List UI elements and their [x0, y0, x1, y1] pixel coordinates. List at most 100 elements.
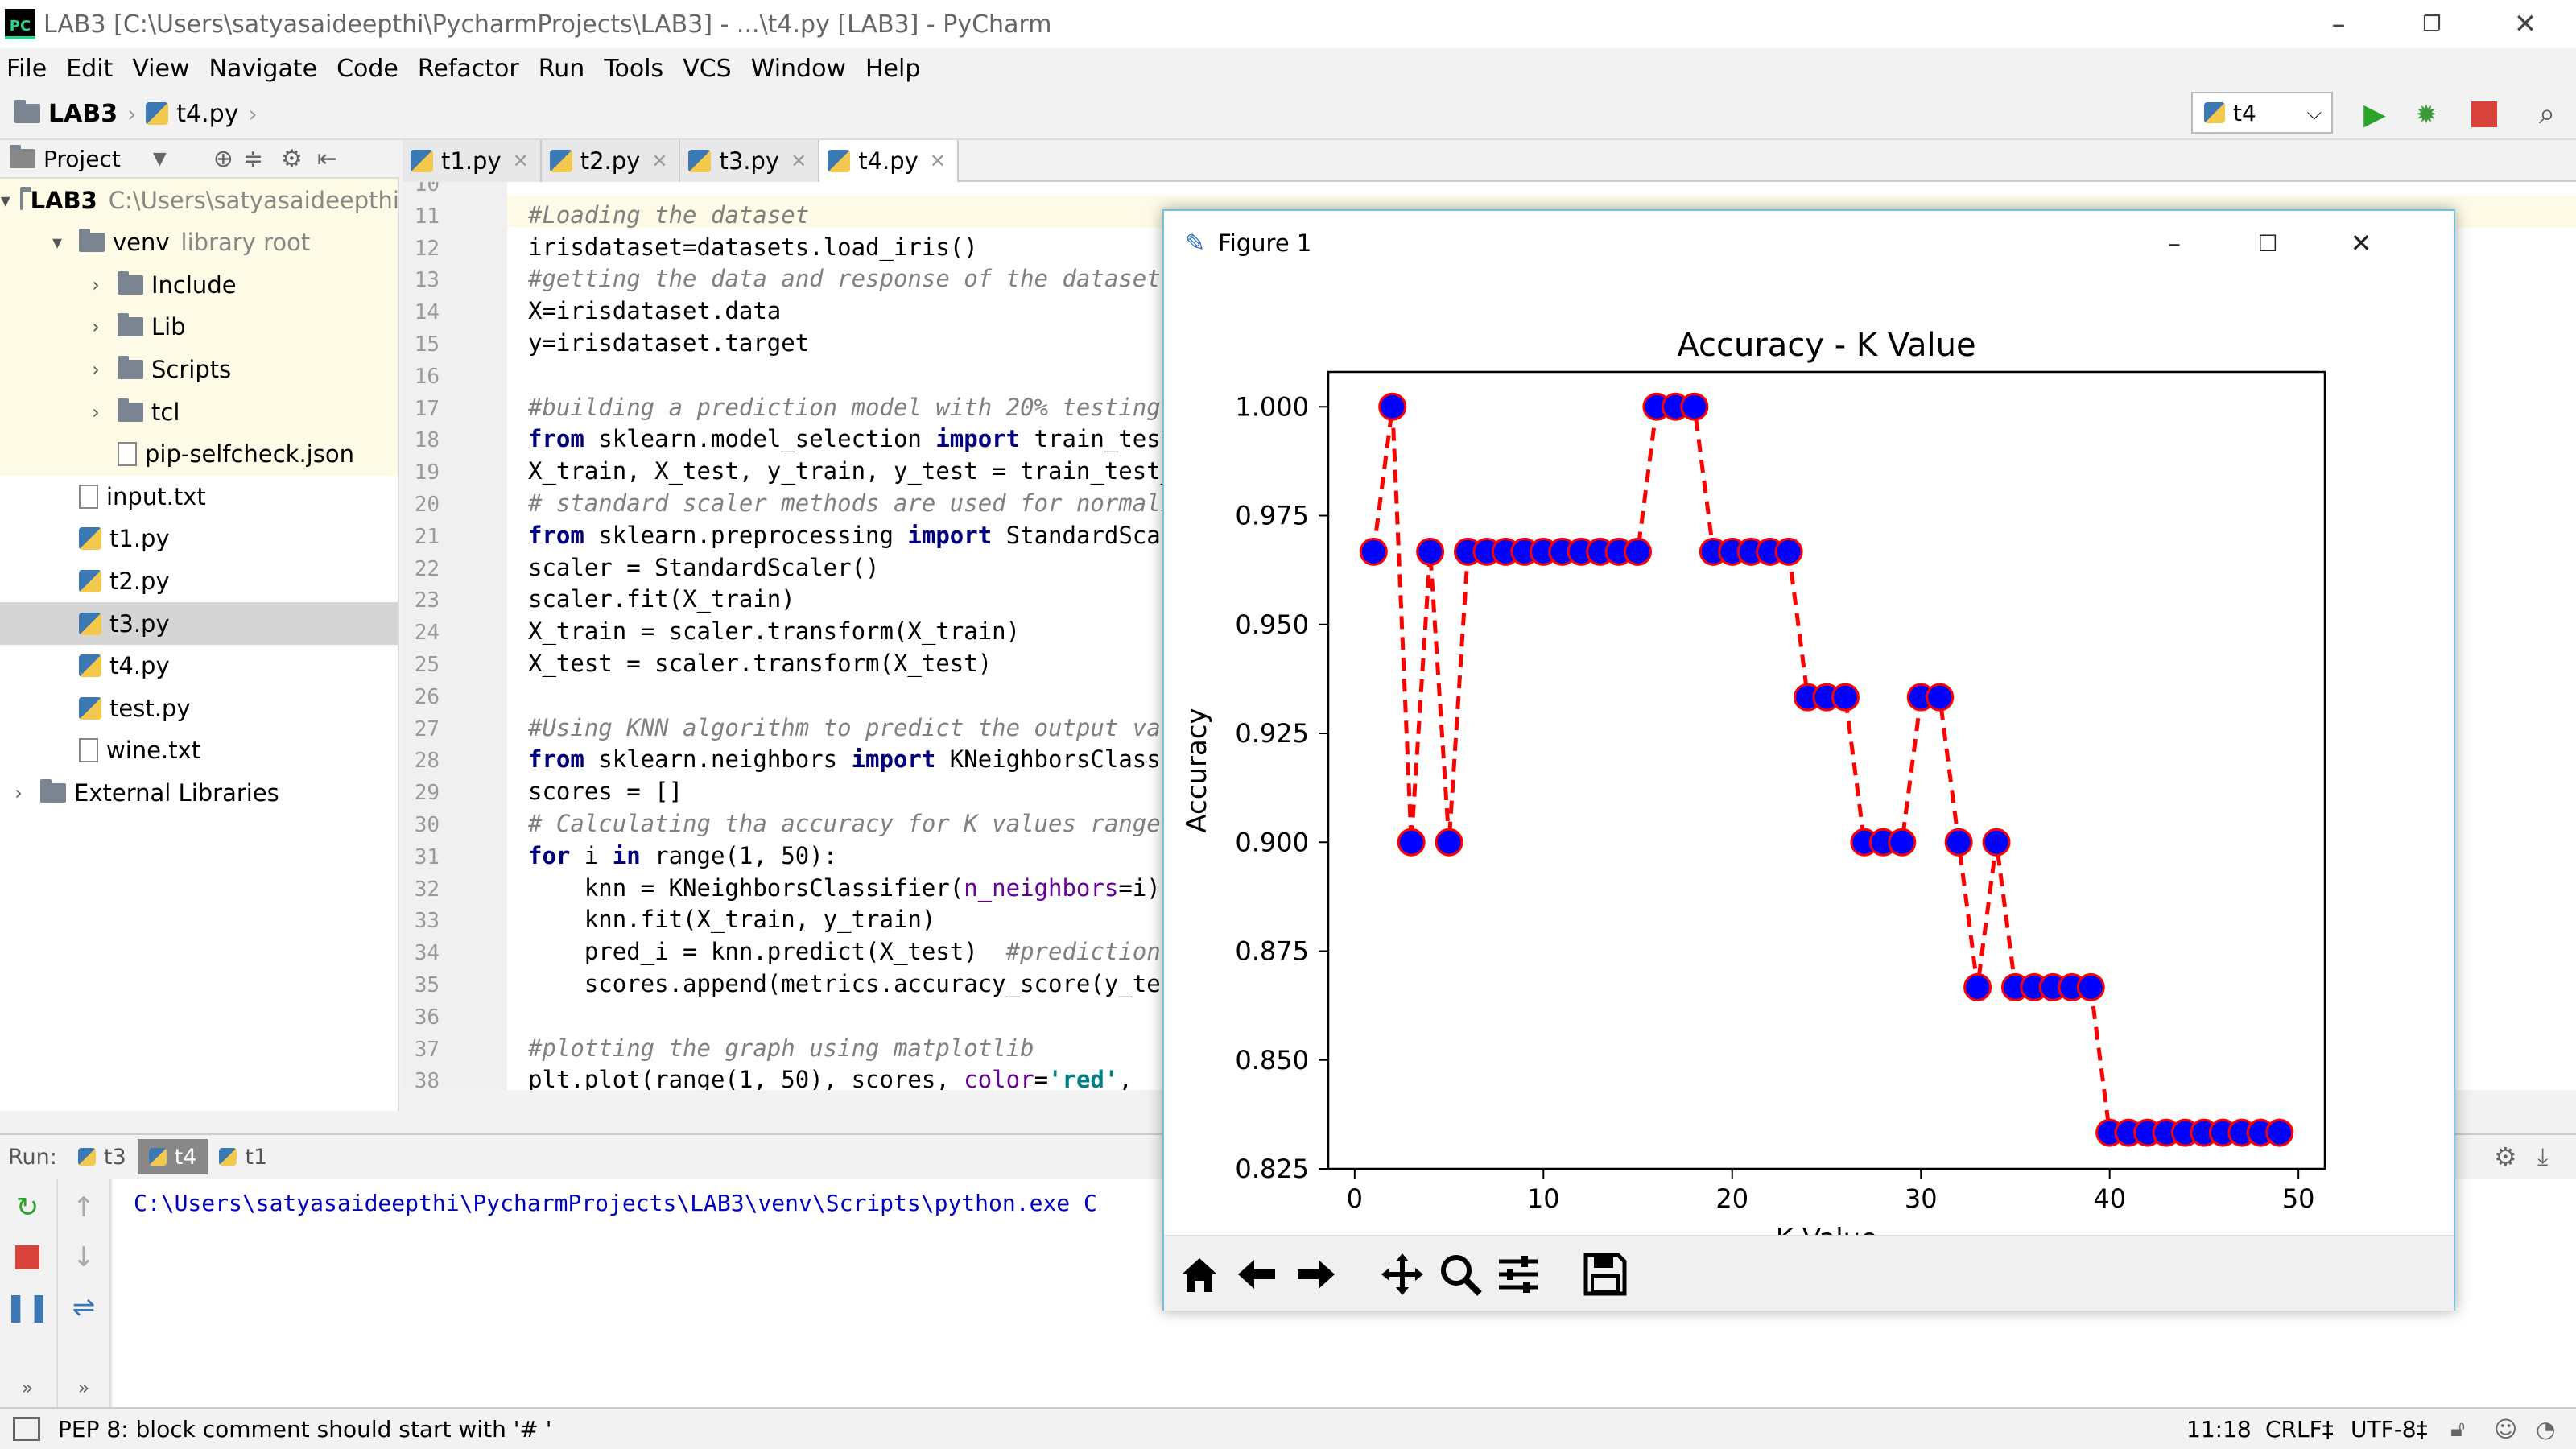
forward-icon[interactable] [1288, 1247, 1343, 1302]
project-tree-item[interactable]: t4.py [0, 645, 398, 687]
minimize-icon[interactable]: – [2331, 8, 2346, 40]
run-tab[interactable]: t3 [67, 1139, 138, 1174]
line-separator[interactable]: CRLF‡ [2265, 1415, 2334, 1443]
code-token: for [528, 841, 571, 869]
run-tab[interactable]: t4 [137, 1139, 208, 1174]
project-tree-item-hint: C:\Users\satyasaideepthi [108, 186, 399, 214]
run-tab[interactable]: t1 [208, 1139, 279, 1174]
close-tab-icon[interactable]: ✕ [651, 150, 668, 172]
arrow-down-icon[interactable]: ↓ [72, 1241, 96, 1274]
save-icon[interactable] [1578, 1247, 1633, 1302]
pause-icon[interactable]: ❚❚ [4, 1291, 51, 1323]
pan-icon[interactable] [1375, 1247, 1430, 1302]
project-tree: ▾ LAB3 C:\Users\satyasaideepthi ▾ venv librar… [0, 179, 399, 1111]
chevron-right-icon[interactable]: › [92, 357, 100, 381]
chevron-down-icon[interactable]: ▾ [0, 188, 10, 212]
hide-panel-icon[interactable]: ⤓ [2537, 1142, 2549, 1171]
tool-window-toggle-icon[interactable] [13, 1417, 40, 1441]
run-icon[interactable]: ▶ [2363, 97, 2386, 131]
file-encoding[interactable]: UTF-8‡ [2351, 1415, 2428, 1443]
debug-icon[interactable]: ✹ [2415, 99, 2438, 130]
project-tree-item[interactable]: test.py [0, 687, 398, 729]
menu-refactor[interactable]: Refactor [417, 54, 519, 83]
inspector-icon[interactable]: ☺ [2494, 1415, 2518, 1443]
soft-wrap-icon[interactable]: ⇌ [72, 1291, 96, 1323]
menu-help[interactable]: Help [865, 54, 921, 83]
project-tree-item[interactable]: › Lib [0, 305, 398, 349]
editor-tab[interactable]: t2.py ✕ [541, 140, 681, 182]
menu-tools[interactable]: Tools [604, 54, 664, 83]
stop-icon[interactable] [10, 1240, 45, 1275]
project-tree-item[interactable]: › Include [0, 263, 398, 307]
code-token: sklearn.neighbors [584, 745, 852, 774]
chevron-down-icon[interactable]: ▾ [52, 231, 63, 254]
close-icon[interactable]: ✕ [2350, 228, 2372, 258]
lock-icon[interactable]: 🔓︎ [2450, 1415, 2466, 1442]
event-log-icon[interactable]: ◔ [2536, 1415, 2556, 1443]
editor-tab[interactable]: t3.py ✕ [680, 140, 820, 182]
menu-code[interactable]: Code [336, 54, 398, 83]
home-icon[interactable] [1172, 1247, 1227, 1302]
chevron-down-icon[interactable]: ▼ [152, 148, 167, 169]
gear-icon[interactable]: ⚙ [281, 144, 303, 173]
project-tree-item[interactable]: ▾ LAB3 C:\Users\satyasaideepthi [0, 179, 399, 221]
breadcrumb-file[interactable]: t4.py [146, 100, 238, 128]
close-tab-icon[interactable]: ✕ [929, 150, 946, 172]
menu-navigate[interactable]: Navigate [208, 54, 318, 83]
run-configuration-select[interactable]: t4 ⌵ [2191, 92, 2333, 134]
line-number: 16 [414, 364, 440, 389]
close-tab-icon[interactable]: ✕ [512, 150, 529, 172]
editor-tab[interactable]: t1.py ✕ [402, 140, 542, 182]
collapse-all-icon[interactable]: ≑ [242, 144, 264, 173]
configure-subplots-icon[interactable] [1491, 1247, 1546, 1302]
project-tree-item[interactable]: › tcl [0, 390, 398, 433]
menu-run[interactable]: Run [538, 54, 585, 83]
project-tree-item[interactable]: t3.py [0, 602, 398, 645]
locate-icon[interactable]: ⊕ [213, 144, 233, 173]
project-tree-item[interactable]: pip-selfcheck.json [0, 432, 398, 476]
chevron-right-icon[interactable]: › [92, 273, 100, 296]
code-line: irisdataset=datasets.load_iris() [528, 233, 978, 261]
restore-icon[interactable]: ❐ [2422, 12, 2442, 36]
line-number-gutter: 10 11 12 13 14 15 16 17 18 19 20 21 22 23 24 25 26 27 28 29… [402, 182, 507, 1090]
zoom-icon[interactable] [1433, 1247, 1488, 1302]
menu-edit[interactable]: Edit [66, 54, 114, 83]
menu-view[interactable]: View [132, 54, 190, 83]
code-line: #Using KNN algorithm to predict the outp… [528, 714, 1217, 741]
project-tree-item[interactable]: t2.py [0, 559, 398, 602]
rerun-icon[interactable]: ↻ [15, 1191, 39, 1224]
close-tab-icon[interactable]: ✕ [791, 150, 807, 172]
arrow-up-icon[interactable]: ↑ [72, 1191, 96, 1224]
accuracy-plot[interactable]: Accuracy - K Value 0 10 20 30 40 50 0.825 0.850 0… [1164, 275, 2454, 1235]
line-number: 37 [414, 1037, 440, 1062]
editor-tab[interactable]: t4.py ✕ [819, 140, 959, 182]
project-view-icon [10, 145, 35, 168]
project-panel-title[interactable]: Project [43, 145, 121, 172]
project-tree-item[interactable]: wine.txt [0, 729, 398, 772]
minimize-icon[interactable]: – [2168, 228, 2181, 258]
search-icon[interactable]: ⌕ [2538, 97, 2556, 130]
stop-icon[interactable] [2463, 93, 2505, 135]
breadcrumb-project[interactable]: LAB3 [14, 100, 118, 128]
more-icon[interactable]: » [21, 1377, 34, 1399]
project-tree-item[interactable]: › External Libraries [0, 771, 398, 814]
gear-icon[interactable]: ⚙ [2494, 1141, 2517, 1172]
menu-window[interactable]: Window [750, 54, 846, 83]
project-tree-item[interactable]: ▾ venv library root [0, 221, 398, 264]
project-tree-item[interactable]: input.txt [0, 475, 398, 518]
project-tree-item[interactable]: › Scripts [0, 348, 398, 391]
more-icon[interactable]: » [77, 1377, 90, 1399]
menu-file[interactable]: File [6, 54, 47, 83]
close-icon[interactable]: ✕ [2513, 8, 2537, 40]
back-icon[interactable] [1230, 1247, 1285, 1302]
chevron-right-icon[interactable]: › [92, 316, 100, 339]
project-tree-item[interactable]: t1.py [0, 518, 398, 560]
maximize-icon[interactable]: ☐ [2257, 229, 2278, 257]
code-token: #plotting the graph using matplotlib [528, 1034, 1034, 1062]
code-token: from [528, 521, 584, 549]
caret-position[interactable]: 11:18 [2186, 1415, 2252, 1443]
chevron-right-icon[interactable]: › [92, 400, 100, 423]
chevron-right-icon[interactable]: › [14, 781, 23, 804]
menu-vcs[interactable]: VCS [683, 54, 732, 83]
hide-panel-icon[interactable]: ⇤ [316, 144, 338, 173]
